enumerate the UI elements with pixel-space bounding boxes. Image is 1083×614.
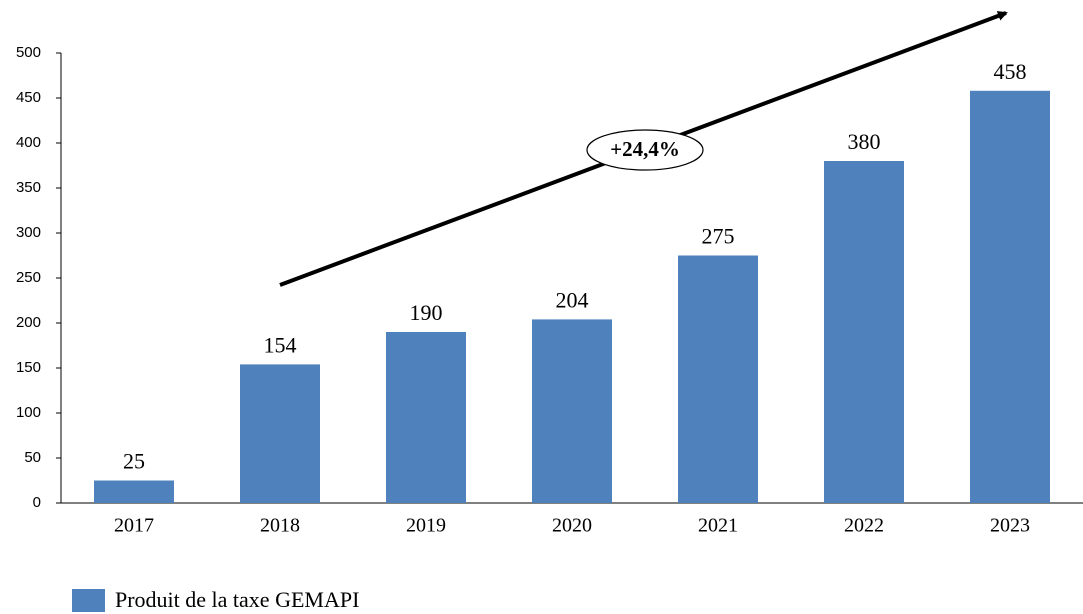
y-tick-label: 400 bbox=[16, 134, 41, 151]
annotation: +24,4% bbox=[610, 137, 680, 161]
x-tick-label: 2022 bbox=[844, 515, 884, 537]
bar bbox=[532, 319, 612, 503]
x-tick-label: 2018 bbox=[260, 515, 300, 537]
data-label: 458 bbox=[994, 59, 1027, 84]
x-tick-label: 2019 bbox=[406, 515, 446, 537]
bar bbox=[824, 161, 904, 503]
y-tick-label: 0 bbox=[33, 494, 41, 511]
data-label: 204 bbox=[556, 287, 589, 312]
y-tick-label: 200 bbox=[16, 314, 41, 331]
y-tick-label: 50 bbox=[24, 449, 41, 466]
y-tick-label: 150 bbox=[16, 359, 41, 376]
y-tick-label: 300 bbox=[16, 224, 41, 241]
data-label: 154 bbox=[264, 332, 297, 357]
annotation-ellipse bbox=[586, 129, 704, 171]
y-tick-label: 250 bbox=[16, 269, 41, 286]
data-label: 25 bbox=[123, 449, 145, 474]
bar bbox=[386, 332, 466, 503]
x-tick-label: 2020 bbox=[552, 515, 592, 537]
y-tick-label: 350 bbox=[16, 179, 41, 196]
bar bbox=[94, 480, 174, 503]
data-label: 190 bbox=[410, 300, 443, 325]
legend-swatch bbox=[72, 589, 105, 612]
x-tick-label: 2021 bbox=[698, 515, 738, 537]
legend-label: Produit de la taxe GEMAPI bbox=[115, 587, 359, 612]
bar bbox=[240, 364, 320, 503]
y-tick-label: 100 bbox=[16, 404, 41, 421]
x-tick-label: 2017 bbox=[114, 515, 154, 537]
y-tick-label: 450 bbox=[16, 89, 41, 106]
x-tick-label: 2023 bbox=[990, 515, 1030, 537]
data-label: 275 bbox=[702, 224, 735, 249]
data-label: 380 bbox=[848, 129, 881, 154]
y-tick-label: 500 bbox=[16, 44, 41, 61]
bar bbox=[970, 90, 1050, 504]
bar bbox=[678, 255, 758, 503]
